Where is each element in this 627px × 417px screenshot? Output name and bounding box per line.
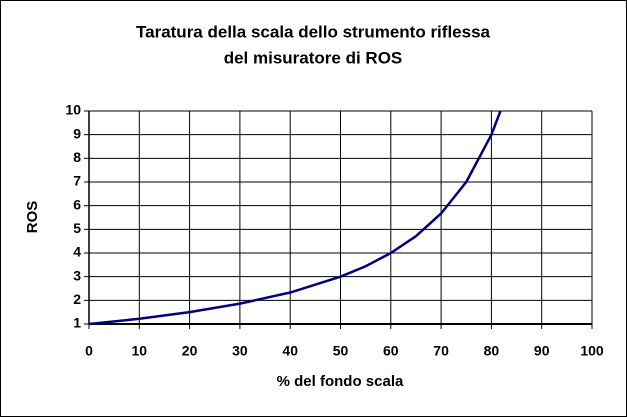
- chart-title: del misuratore di ROS: [224, 48, 403, 67]
- x-tick-label: 60: [383, 343, 399, 359]
- y-tick-label: 1: [73, 315, 81, 331]
- x-tick-label: 40: [282, 343, 298, 359]
- y-tick-label: 9: [73, 125, 81, 141]
- y-tick-label: 4: [73, 244, 81, 260]
- x-axis-label: % del fondo scala: [277, 373, 404, 390]
- x-tick-label: 50: [333, 343, 349, 359]
- x-tick-label: 70: [433, 343, 449, 359]
- y-tick-label: 5: [73, 220, 81, 236]
- x-tick-label: 20: [182, 343, 198, 359]
- y-axis-label: ROS: [24, 201, 41, 234]
- x-tick-label: 100: [580, 343, 604, 359]
- x-tick-label: 30: [232, 343, 248, 359]
- chart-title: Taratura della scala dello strumento rif…: [136, 22, 491, 41]
- y-tick-label: 3: [73, 267, 81, 283]
- x-tick-label: 80: [484, 343, 500, 359]
- x-tick-label: 90: [534, 343, 550, 359]
- y-tick-label: 2: [73, 291, 81, 307]
- y-tick-label: 8: [73, 149, 81, 165]
- x-tick-label: 10: [132, 343, 148, 359]
- data-line: [88, 110, 502, 326]
- y-tick-label: 7: [73, 173, 81, 189]
- y-tick-label: 6: [73, 196, 81, 212]
- x-tick-label: 0: [85, 343, 93, 359]
- y-tick-label: 10: [65, 102, 81, 118]
